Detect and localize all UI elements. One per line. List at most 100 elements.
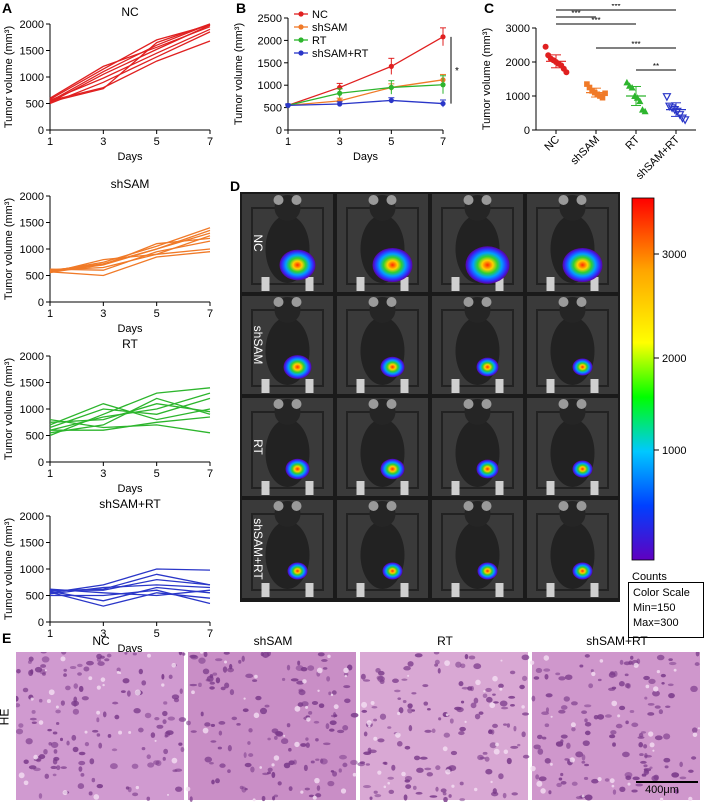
he-vacuole [171, 757, 178, 764]
he-vacuole [185, 786, 191, 792]
he-nucleus [426, 707, 431, 711]
he-nucleus [459, 781, 464, 786]
he-vacuole [102, 683, 105, 687]
he-vacuole [521, 705, 525, 709]
he-nucleus [243, 752, 247, 759]
he-nucleus [53, 749, 58, 754]
y-tick-label: 1000 [20, 404, 44, 416]
he-vacuole [599, 659, 604, 663]
x-tick-label: 3 [337, 136, 343, 148]
mouse-body [360, 521, 405, 589]
he-nucleus [242, 708, 249, 713]
mouse-ear [273, 195, 284, 205]
mouse-foot [590, 583, 599, 597]
scale-bar-label: 400μm [645, 784, 679, 796]
he-vacuole [88, 676, 93, 681]
he-nucleus [267, 652, 271, 657]
data-point-shSAM+RT [285, 102, 291, 108]
he-nucleus [414, 653, 423, 658]
he-vacuole [656, 669, 661, 674]
imaging-grid [242, 194, 618, 598]
he-nucleus [363, 731, 368, 737]
he-nucleus [671, 772, 680, 778]
series-line-m2 [49, 23, 211, 102]
legend-marker-RT [298, 37, 304, 43]
legend-marker-NC [298, 11, 304, 17]
x-axis-label: Days [117, 151, 143, 163]
he-nucleus [570, 701, 578, 706]
he-nucleus [649, 766, 653, 769]
he-vacuole [530, 765, 536, 772]
mouse-ear [386, 195, 397, 205]
he-nucleus [597, 714, 605, 720]
mouse-ear [481, 399, 492, 409]
he-nucleus [484, 756, 490, 762]
he-vacuole [134, 689, 141, 696]
he-nucleus [548, 790, 552, 795]
he-nucleus [377, 670, 385, 676]
he-nucleus [16, 669, 21, 674]
he-vacuole [688, 796, 693, 801]
he-vacuole [294, 705, 301, 712]
y-tick-label: 2000 [506, 57, 530, 69]
mouse-foot [400, 583, 409, 597]
he-nucleus [636, 658, 641, 665]
bioluminescence-signal [382, 562, 403, 580]
he-vacuole [483, 690, 486, 693]
imaging-row-label: shSAM+RT [251, 518, 265, 580]
he-nucleus [509, 670, 516, 675]
he-nucleus [363, 785, 372, 789]
he-nucleus [98, 742, 103, 749]
he-vacuole [38, 720, 44, 725]
he-nucleus [584, 730, 591, 736]
y-tick-label: 1000 [258, 80, 282, 92]
he-nucleus [667, 683, 674, 687]
mouse-ear [463, 195, 474, 205]
he-nucleus [267, 767, 273, 772]
he-nucleus [521, 731, 526, 738]
he-nucleus [544, 758, 551, 764]
bioluminescence-signal [476, 459, 499, 479]
he-nucleus [61, 652, 67, 655]
he-nucleus [468, 655, 476, 660]
he-nucleus [116, 667, 121, 672]
data-point-shSAM+RT [337, 101, 343, 107]
he-nucleus [625, 720, 629, 725]
he-nucleus [106, 653, 112, 658]
he-nucleus [189, 796, 193, 802]
y-tick-label: 0 [38, 125, 44, 137]
color-scale-max: Max=300 [633, 617, 679, 629]
he-nucleus [223, 652, 230, 655]
he-nucleus [209, 686, 215, 690]
he-nucleus [397, 697, 402, 700]
he-nucleus [499, 700, 508, 707]
x-tick-label: 3 [100, 136, 106, 148]
he-nucleus [231, 716, 238, 721]
he-nucleus [482, 693, 488, 698]
he-nucleus [97, 661, 105, 667]
he-nucleus [96, 717, 100, 723]
he-nucleus [260, 652, 264, 657]
he-nucleus [424, 729, 432, 733]
he-nucleus [492, 723, 498, 729]
he-nucleus [343, 685, 351, 689]
y-tick-label: 1500 [20, 378, 44, 390]
he-nucleus [448, 794, 452, 798]
he-nucleus [41, 656, 50, 663]
he-nucleus [25, 738, 33, 745]
mouse-ear [273, 399, 284, 409]
he-nucleus [343, 672, 349, 676]
he-vacuole [609, 778, 615, 784]
he-nucleus [50, 741, 59, 749]
he-vacuole [652, 749, 655, 752]
he-nucleus [654, 705, 661, 709]
he-vacuole [330, 693, 334, 697]
he-nucleus [643, 764, 648, 768]
he-nucleus [590, 669, 594, 673]
he-vacuole [550, 762, 553, 766]
he-nucleus [407, 707, 413, 714]
mouse-foot [305, 277, 314, 291]
he-nucleus [618, 681, 625, 687]
imaging-row-label: shSAM [251, 326, 265, 365]
he-nucleus [227, 745, 232, 752]
